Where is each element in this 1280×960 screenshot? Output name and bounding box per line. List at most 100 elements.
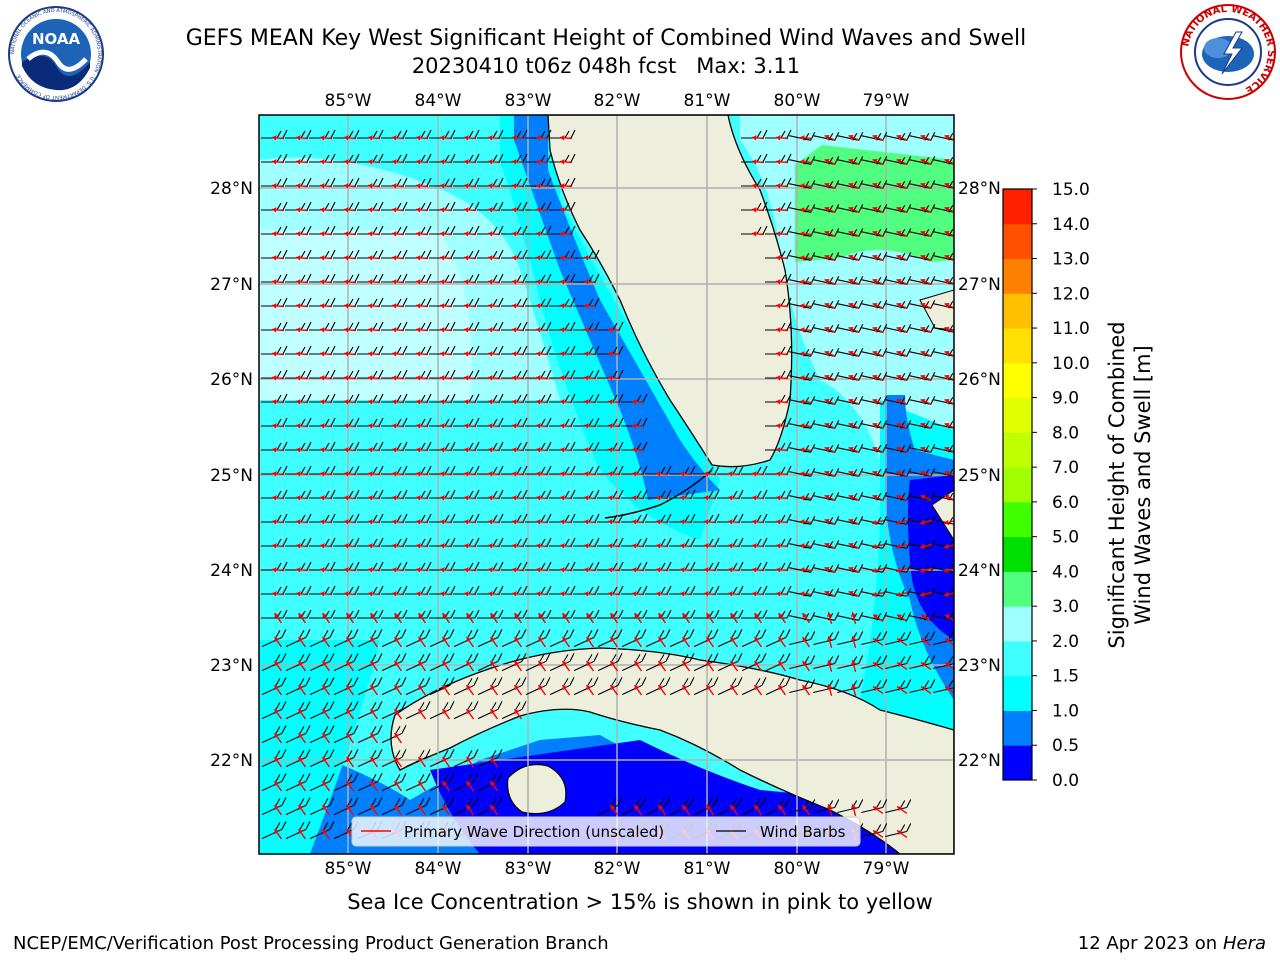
wave-arrow — [319, 423, 333, 429]
wind-barb — [861, 396, 888, 405]
legend-wind-barbs: Wind Barbs — [760, 823, 846, 841]
wind-barb — [837, 372, 864, 381]
wave-arrow — [801, 804, 811, 816]
colorbar-tick-label: 13.0 — [1052, 250, 1090, 270]
wind-barb — [813, 252, 840, 261]
wind-barb — [861, 564, 888, 573]
wind-barb — [909, 564, 936, 573]
colorbar-bin — [1003, 501, 1032, 538]
wave-arrow — [511, 327, 525, 333]
wave-arrow — [824, 182, 836, 190]
colorbar-bin — [1003, 223, 1032, 260]
wave-arrow — [896, 134, 908, 142]
wave-arrow — [343, 519, 357, 525]
wave-arrow — [633, 636, 643, 648]
wave-arrow — [273, 732, 283, 744]
wave-arrow — [463, 591, 477, 597]
wave-arrow — [271, 135, 285, 141]
wave-arrow — [489, 708, 499, 720]
wave-arrow — [439, 567, 453, 573]
wave-arrow — [417, 612, 427, 624]
wave-arrow — [271, 183, 285, 189]
wave-arrow — [775, 471, 789, 477]
wave-arrow — [441, 708, 451, 720]
latitude-labels-right: 28°N 27°N 26°N 25°N 24°N 23°N 22°N — [958, 179, 1001, 771]
wind-barb — [813, 396, 840, 405]
wave-arrow — [465, 636, 475, 648]
map-legend: Primary Wave Direction (unscaled) Wind B… — [351, 816, 861, 847]
wave-arrow — [896, 446, 908, 454]
latitude-labels-left: 28°N 27°N 26°N 25°N 24°N 23°N 22°N — [210, 179, 253, 771]
wave-arrow — [848, 134, 860, 142]
wave-arrow — [633, 612, 643, 624]
wave-arrow — [826, 804, 833, 816]
wave-arrow — [367, 471, 381, 477]
wave-arrow — [367, 543, 381, 549]
wave-arrow — [896, 591, 908, 598]
wave-arrow — [872, 326, 884, 334]
wave-arrow — [439, 495, 453, 501]
wind-barb — [861, 420, 888, 429]
wave-arrow — [391, 447, 405, 453]
wind-barb — [837, 540, 864, 549]
wave-arrow — [826, 612, 833, 624]
wave-arrow — [391, 519, 405, 525]
wave-arrow — [896, 158, 908, 166]
wave-arrow — [511, 399, 525, 405]
wave-arrow — [559, 135, 573, 141]
wave-arrow — [295, 495, 309, 501]
wave-arrow — [681, 804, 691, 816]
lat-label-right: 23°N — [958, 656, 1001, 676]
wave-arrow — [657, 612, 667, 624]
wave-arrow — [415, 159, 429, 165]
wind-barb — [909, 655, 936, 670]
lat-label-right: 27°N — [958, 275, 1001, 295]
wave-arrow — [439, 399, 453, 405]
wave-arrow — [537, 684, 547, 696]
wave-arrow — [465, 612, 475, 624]
wave-arrow — [271, 207, 285, 213]
wave-arrow — [511, 351, 525, 357]
wind-barb — [813, 228, 840, 237]
wave-arrow — [391, 495, 405, 501]
colorbar-tick-label: 1.0 — [1052, 701, 1079, 721]
wave-arrow — [345, 612, 355, 624]
wave-arrow — [607, 567, 621, 573]
wave-arrow — [463, 279, 477, 285]
wave-arrow — [824, 230, 836, 238]
wave-arrow — [535, 399, 549, 405]
bahamas — [919, 289, 954, 331]
wind-barb — [933, 277, 954, 285]
wind-barb — [909, 180, 936, 189]
lon-label-bottom: 81°W — [684, 859, 731, 879]
wind-barb — [813, 492, 840, 501]
lon-label-bottom: 83°W — [505, 859, 552, 879]
wave-arrow — [751, 159, 765, 165]
wind-barb — [861, 823, 888, 838]
wave-arrow — [535, 327, 549, 333]
wave-arrow — [391, 303, 405, 309]
colorbar-tick-label: 14.0 — [1052, 215, 1090, 235]
wave-arrow — [487, 183, 501, 189]
wave-arrow — [777, 636, 787, 648]
wave-arrow — [393, 708, 403, 720]
wind-barb — [885, 799, 912, 814]
wind-barb — [861, 300, 888, 309]
wave-arrow — [367, 351, 381, 357]
wave-arrow — [585, 636, 595, 648]
wave-arrow — [367, 135, 381, 141]
wave-arrow — [535, 351, 549, 357]
wave-arrow — [343, 279, 357, 285]
wave-arrow — [487, 423, 501, 429]
wave-arrow — [367, 495, 381, 501]
wave-arrow — [631, 591, 645, 597]
wind-barb — [909, 492, 936, 501]
wave-arrow — [631, 495, 645, 501]
wave-arrow — [271, 159, 285, 165]
wave-arrow — [295, 327, 309, 333]
lon-label-top: 80°W — [774, 91, 821, 111]
wave-arrow — [295, 399, 309, 405]
wave-arrow — [415, 591, 429, 597]
wave-arrow — [273, 828, 283, 840]
wave-arrow — [319, 471, 333, 477]
